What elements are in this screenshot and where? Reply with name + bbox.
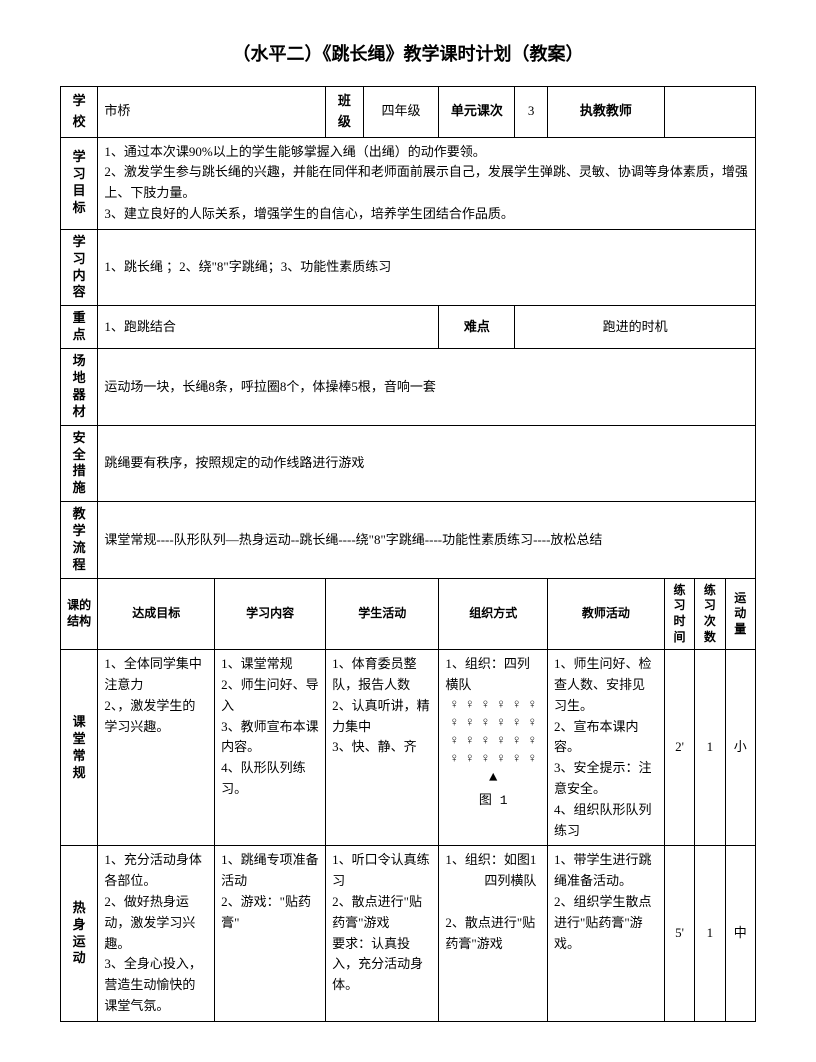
row-goal: 1、全体同学集中注意力 2、，激发学生的学习兴趣。 — [98, 650, 215, 846]
diff-text: 跑进的时机 — [515, 306, 756, 349]
safety-label: 安全措施 — [61, 425, 98, 502]
safety-text: 跳绳要有秩序，按照规定的动作线路进行游戏 — [98, 425, 756, 502]
flow-text: 课堂常规----队形队列—热身运动--跳长绳----绕"8"字跳绳----功能性… — [98, 502, 756, 579]
table-row: 课堂常规 1、全体同学集中注意力 2、，激发学生的学习兴趣。 1、课堂常规 2、… — [61, 650, 756, 846]
row-student: 1、体育委员整队，报告人数 2、认真听讲，精力集中 3、快、静、齐 — [326, 650, 439, 846]
key-text: 1、跑跳结合 — [98, 306, 439, 349]
row-reps: 1 — [695, 846, 725, 1021]
diff-label: 难点 — [439, 306, 515, 349]
school-label: 学校 — [61, 87, 98, 138]
table-row: 热身运动 1、充分活动身体各部位。 2、做好热身运动，激发学习兴趣。 3、全身心… — [61, 846, 756, 1021]
content-label: 学习内容 — [61, 229, 98, 306]
row-time: 5' — [664, 846, 694, 1021]
content-text: 1、跳长绳 ；2、绕"8"字跳绳；3、功能性素质练习 — [98, 229, 756, 306]
row-content: 1、跳绳专项准备活动 2、游戏："贴药膏" — [215, 846, 326, 1021]
flow-label: 教学流程 — [61, 502, 98, 579]
row-reps: 1 — [695, 650, 725, 846]
figure-label: 图 1 — [445, 792, 541, 810]
page-title: （水平二）《跳长绳》教学课时计划（教案） — [60, 40, 756, 66]
goals-text: 1、通过本次课90%以上的学生能够掌握入绳（出绳）的动作要领。 2、激发学生参与… — [98, 137, 756, 229]
col-teacher: 教师活动 — [548, 578, 665, 649]
col-org: 组织方式 — [439, 578, 548, 649]
row-load: 小 — [725, 650, 755, 846]
col-time: 练习时间 — [664, 578, 694, 649]
row-load: 中 — [725, 846, 755, 1021]
row-teacher: 1、带学生进行跳绳准备活动。 2、组织学生散点进行"贴药膏"游戏。 — [548, 846, 665, 1021]
school-value: 市桥 — [98, 87, 326, 138]
venue-label: 场地器材 — [61, 349, 98, 426]
col-content: 学习内容 — [215, 578, 326, 649]
row-org: 1、组织：如图1 四列横队 2、散点进行"贴药膏"游戏 — [439, 846, 548, 1021]
col-structure: 课的结构 — [61, 578, 98, 649]
section-label: 热身运动 — [61, 846, 98, 1021]
row-org: 1、组织：四列横队 ♀ ♀ ♀ ♀ ♀ ♀ ♀ ♀ ♀ ♀ ♀ ♀ ♀ ♀ ♀ … — [439, 650, 548, 846]
class-value: 四年级 — [363, 87, 439, 138]
col-student: 学生活动 — [326, 578, 439, 649]
unit-label: 单元课次 — [439, 87, 515, 138]
triangle-icon: ▲ — [445, 769, 541, 789]
teacher-label: 执教教师 — [548, 87, 665, 138]
unit-value: 3 — [515, 87, 548, 138]
row-goal: 1、充分活动身体各部位。 2、做好热身运动，激发学习兴趣。 3、全身心投入，营造… — [98, 846, 215, 1021]
section-label: 课堂常规 — [61, 650, 98, 846]
venue-text: 运动场一块，长绳8条，呼拉圈8个，体操棒5根，音响一套 — [98, 349, 756, 426]
col-load: 运动量 — [725, 578, 755, 649]
teacher-value — [664, 87, 755, 138]
row-content: 1、课堂常规 2、师生问好、导入 3、教师宣布本课内容。 4、队形队列练习。 — [215, 650, 326, 846]
row-student: 1、听口令认真练习 2、散点进行"贴药膏"游戏 要求：认真投入，充分活动身体。 — [326, 846, 439, 1021]
formation-diagram: ♀ ♀ ♀ ♀ ♀ ♀ ♀ ♀ ♀ ♀ ♀ ♀ ♀ ♀ ♀ ♀ ♀ ♀ ♀ ♀ … — [445, 696, 541, 811]
row-teacher: 1、师生问好、检查人数、安排见习生。 2、宣布本课内容。 3、安全提示：注意安全… — [548, 650, 665, 846]
org-label: 1、组织：四列横队 — [445, 654, 541, 696]
goals-label: 学习目标 — [61, 137, 98, 229]
col-goal: 达成目标 — [98, 578, 215, 649]
class-label: 班级 — [326, 87, 363, 138]
key-label: 重点 — [61, 306, 98, 349]
lesson-plan-table: 学校 市桥 班级 四年级 单元课次 3 执教教师 学习目标 1、通过本次课90%… — [60, 86, 756, 1022]
col-reps: 练习次数 — [695, 578, 725, 649]
row-time: 2' — [664, 650, 694, 846]
